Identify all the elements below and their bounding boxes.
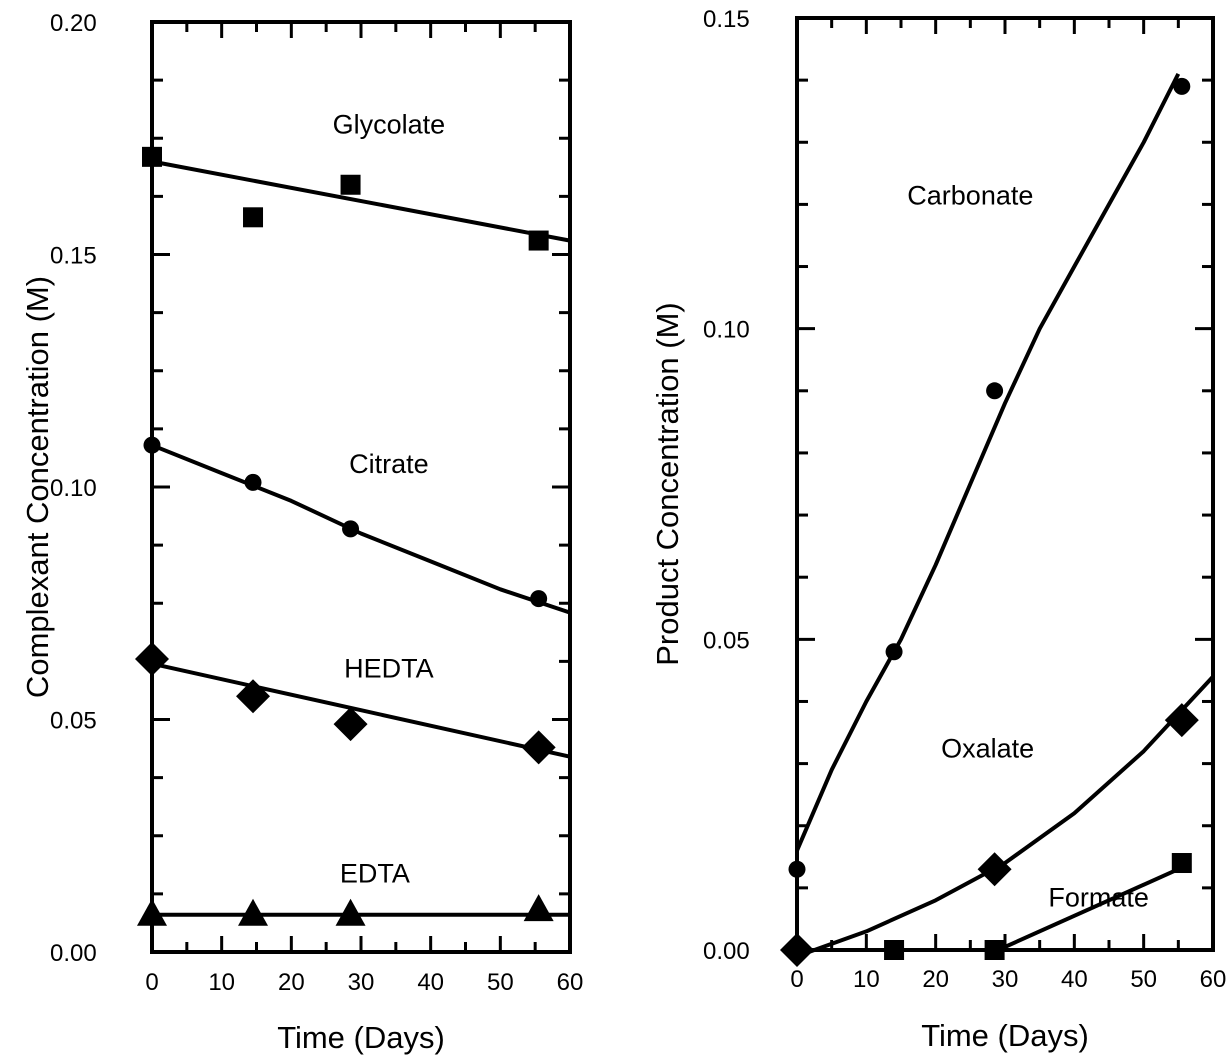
y-tick-label-0_15: 0.15: [703, 6, 750, 33]
citrate-point: [244, 473, 262, 491]
y-tick-label-0_15: 0.15: [50, 243, 97, 270]
edta-point: [335, 898, 366, 926]
x-tick-label-20: 20: [922, 966, 949, 993]
citrate-label: Citrate: [349, 449, 429, 479]
glycolate-label: Glycolate: [333, 110, 446, 140]
x-tick-label-40: 40: [417, 969, 444, 996]
glycolate-point: [142, 146, 162, 167]
series-glycolate: Glycolate: [142, 110, 571, 251]
hedta-label: HEDTA: [344, 654, 434, 684]
series-oxalate: Oxalate: [780, 675, 1215, 967]
axis-ticks: [150, 20, 572, 954]
glycolate-point: [340, 174, 361, 195]
hedta-point: [236, 679, 271, 714]
glycolate-fit-line: [151, 159, 571, 243]
x-tick-label-10: 10: [853, 966, 880, 993]
series-carbonate: Carbonate: [788, 72, 1191, 878]
carbonate-point: [788, 860, 806, 878]
x-tick-label-20: 20: [278, 969, 305, 996]
edta-label: EDTA: [340, 858, 410, 888]
x-axis-label: Time (Days): [277, 1020, 445, 1055]
carbonate-point: [885, 643, 903, 661]
citrate-point: [342, 520, 360, 538]
x-tick-label-50: 50: [1130, 966, 1157, 993]
carbonate-point: [1173, 77, 1191, 95]
formate-point: [984, 940, 1005, 960]
carbonate-point: [986, 382, 1004, 400]
series-edta: EDTA: [137, 858, 570, 926]
x-tick-label-30: 30: [992, 966, 1019, 993]
plot-frame: [150, 20, 572, 954]
citrate-point: [143, 436, 161, 454]
y-tick-label-0_2: 0.20: [50, 10, 97, 37]
glycolate-point: [528, 230, 549, 251]
edta-point: [137, 898, 167, 926]
edta-point: [523, 894, 554, 922]
citrate-point: [530, 590, 548, 608]
x-tick-label-10: 10: [208, 969, 235, 996]
citrate-fit-line: [151, 443, 571, 615]
y-axis-label: Complexant Concentration (M): [20, 276, 55, 698]
series-formate: Formate: [884, 853, 1192, 960]
y-tick-label-0_05: 0.05: [50, 708, 97, 735]
x-tick-label-60: 60: [1200, 966, 1227, 993]
hedta-point: [135, 642, 169, 677]
complexant-chart: 0 10 20 30 40 50 60 0.00 0.05 0.10 0.15 0.20 Time (D…: [20, 10, 583, 1055]
x-tick-label-0: 0: [790, 966, 803, 993]
series-citrate: Citrate: [143, 436, 571, 615]
glycolate-point: [243, 207, 264, 228]
x-axis-label: Time (Days): [921, 1018, 1089, 1053]
carbonate-fit-line: [795, 72, 1181, 852]
y-tick-label-0: 0.00: [50, 940, 97, 967]
oxalate-point: [1164, 703, 1199, 738]
formate-point: [1171, 853, 1192, 874]
carbonate-label: Carbonate: [907, 180, 1033, 210]
formate-fit-line: [997, 867, 1180, 952]
axis-ticks: [795, 16, 1215, 952]
plot-frame: [795, 16, 1215, 952]
x-tick-label-40: 40: [1061, 966, 1088, 993]
product-chart: 0 10 20 30 40 50 60 0.00 0.05 0.10 0.15 Time (Days)…: [650, 6, 1226, 1053]
x-tick-label-0: 0: [145, 969, 158, 996]
hedta-point: [521, 730, 556, 765]
x-tick-label-30: 30: [348, 969, 375, 996]
hedta-fit-line: [151, 661, 571, 759]
oxalate-label: Oxalate: [941, 733, 1034, 763]
x-tick-label-60: 60: [557, 969, 584, 996]
x-tick-label-50: 50: [487, 969, 514, 996]
oxalate-point: [780, 933, 814, 967]
series-hedta: HEDTA: [135, 642, 571, 765]
oxalate-point: [977, 852, 1012, 887]
y-tick-label-0_1: 0.10: [50, 475, 97, 502]
y-tick-label-0_1: 0.10: [703, 317, 750, 344]
formate-point: [884, 940, 905, 960]
y-axis-label: Product Concentration (M): [650, 302, 685, 666]
y-tick-label-0_05: 0.05: [703, 627, 750, 654]
y-tick-label-0: 0.00: [703, 938, 750, 965]
edta-point: [238, 898, 269, 926]
formate-label: Formate: [1048, 883, 1149, 913]
hedta-point: [333, 707, 368, 742]
